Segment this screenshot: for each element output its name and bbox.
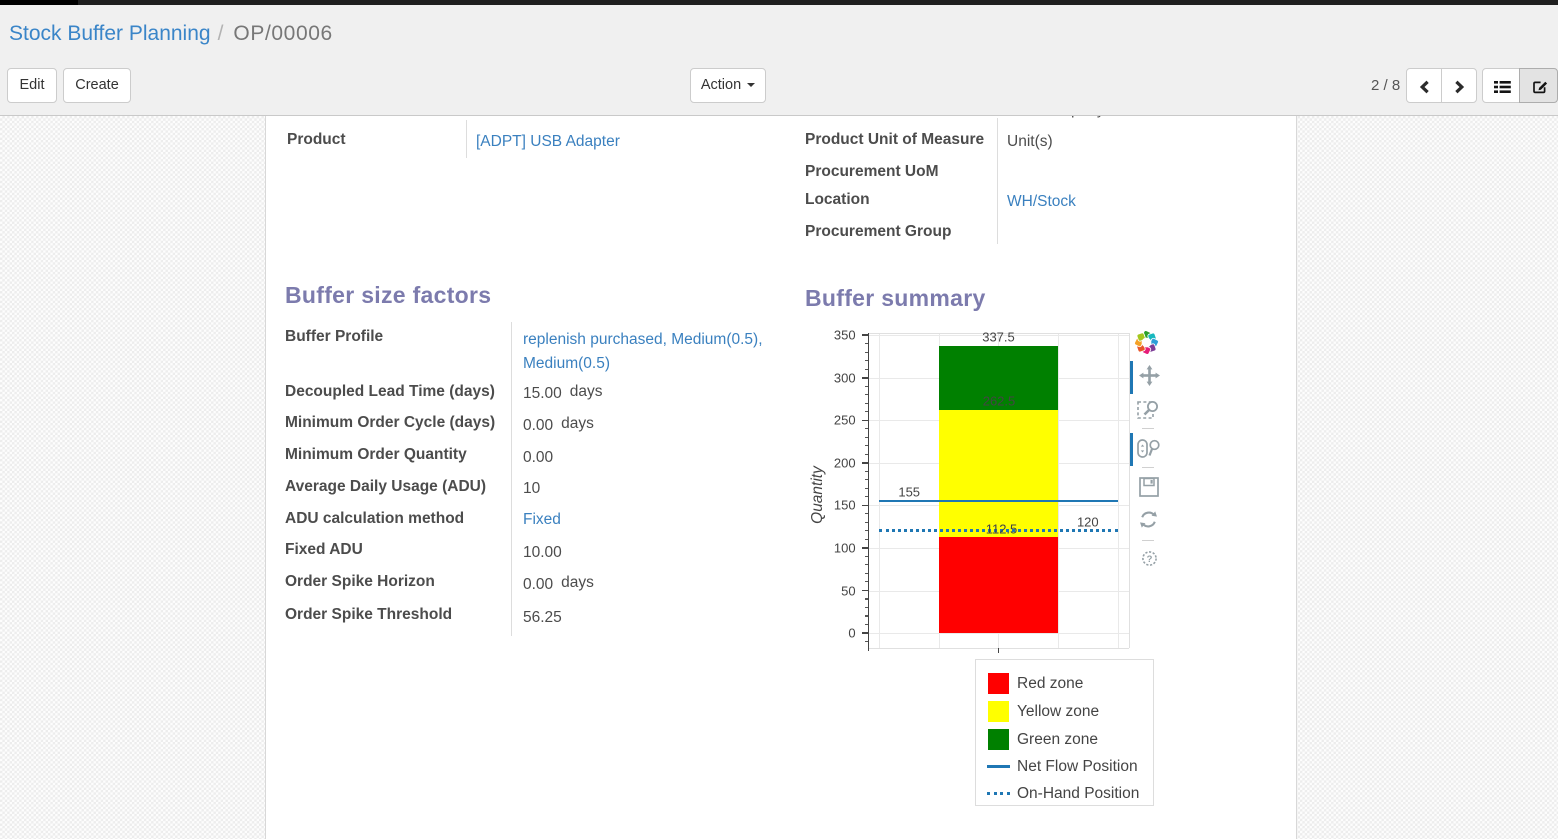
svg-text:?: ?: [1147, 554, 1153, 565]
